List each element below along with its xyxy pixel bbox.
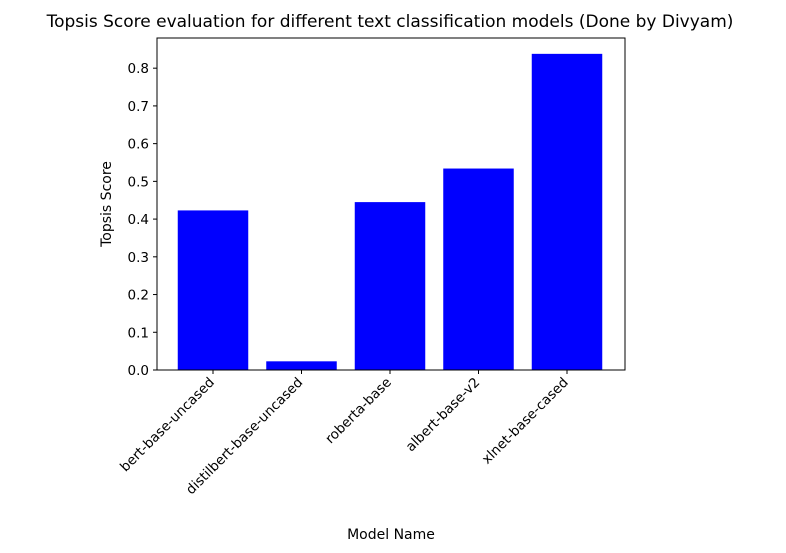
x-tick-label: albert-base-v2 xyxy=(403,375,484,456)
x-tick-label: roberta-base xyxy=(322,375,395,448)
y-tick-label: 0.5 xyxy=(128,174,149,190)
bar-distilbert-base-uncased xyxy=(266,361,337,370)
y-axis: 0.0 0.1 0.2 0.3 0.4 0.5 0.6 0.7 0.8 xyxy=(128,61,157,379)
bar-xlnet-base-cased xyxy=(531,53,603,370)
y-tick-label: 0.0 xyxy=(128,363,149,379)
y-tick-label: 0.1 xyxy=(128,325,149,341)
y-tick-label: 0.4 xyxy=(128,212,149,228)
bar-bert-base-uncased xyxy=(177,210,249,370)
bar-roberta-base xyxy=(354,202,426,370)
y-tick-label: 0.3 xyxy=(128,250,149,266)
y-tick-label: 0.8 xyxy=(128,61,149,77)
x-axis-label: Model Name xyxy=(347,527,435,543)
bar-albert-base-v2 xyxy=(443,168,514,370)
y-axis-label: Topsis Score xyxy=(99,161,115,248)
plot-frame xyxy=(156,37,626,371)
y-tick-label: 0.6 xyxy=(128,137,149,153)
x-axis: bert-base-uncaseddistilbert-base-uncased… xyxy=(117,370,572,498)
x-tick-label: bert-base-uncased xyxy=(117,375,218,476)
y-tick-label: 0.2 xyxy=(128,288,149,304)
y-tick-label: 0.7 xyxy=(128,99,149,115)
bars-group xyxy=(177,53,603,370)
chart-title: Topsis Score evaluation for different te… xyxy=(46,12,734,32)
x-tick-label: xlnet-base-cased xyxy=(479,375,572,468)
